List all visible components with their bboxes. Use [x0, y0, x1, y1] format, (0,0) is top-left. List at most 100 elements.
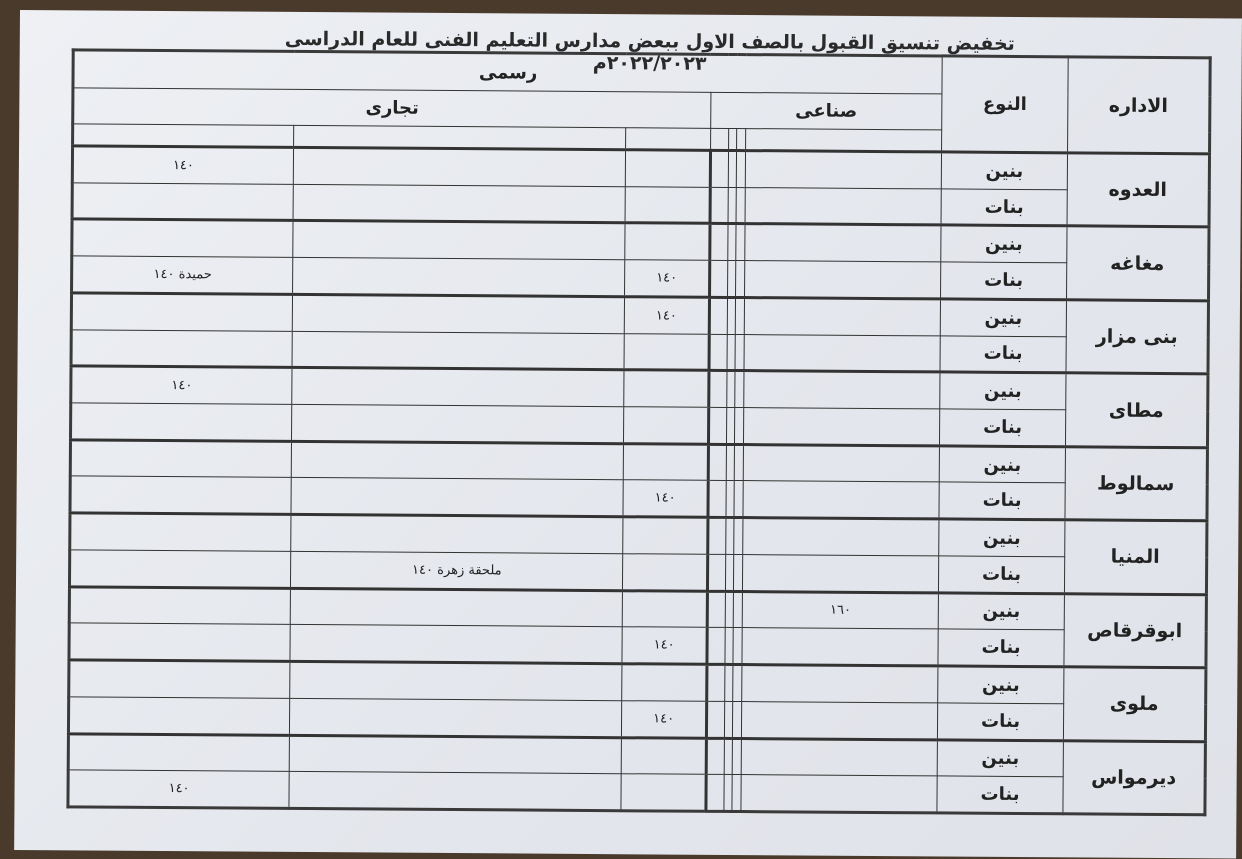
subheader-cell — [710, 128, 729, 151]
value-cell — [623, 516, 708, 555]
subheader-cell — [293, 125, 627, 150]
value-cell — [624, 370, 709, 408]
gender-cell: بنات — [937, 702, 1064, 741]
value-cell — [706, 701, 725, 738]
value-cell — [706, 664, 725, 702]
value-cell — [744, 370, 940, 409]
gender-cell: بنات — [941, 188, 1068, 227]
header-idara: الاداره — [1067, 56, 1211, 154]
value-cell — [733, 627, 743, 665]
value-cell — [68, 659, 291, 699]
gender-cell: بنين — [940, 298, 1067, 337]
header-type: النوع — [941, 55, 1069, 153]
gender-cell: بنات — [938, 555, 1065, 594]
idara-cell: بنى مزار — [1065, 299, 1209, 375]
value-cell — [705, 774, 724, 812]
admission-table: الاداره النوع رسمى صناعى تجارى العدوه بني… — [66, 48, 1212, 817]
gender-cell: بنات — [937, 629, 1065, 667]
value-cell — [741, 701, 938, 740]
value-cell — [292, 257, 626, 297]
subheader-cell — [737, 128, 747, 151]
value-cell — [293, 147, 626, 187]
idara-cell: مغاغه — [1066, 226, 1210, 301]
value-cell — [291, 441, 624, 481]
value-cell — [735, 297, 745, 335]
idara-cell: ديرمواس — [1062, 740, 1206, 815]
value-cell — [733, 554, 744, 592]
value-cell — [706, 627, 725, 665]
value-cell — [742, 627, 939, 666]
value-cell — [69, 586, 291, 625]
gender-cell: بنات — [939, 335, 1067, 374]
value-cell — [623, 406, 709, 445]
idara-cell: ابوقرقاص — [1063, 593, 1207, 668]
value-cell — [734, 480, 744, 518]
value-cell: ١٤٠ — [624, 296, 710, 334]
value-cell — [291, 477, 624, 517]
value-cell — [723, 737, 733, 775]
value-cell — [707, 480, 726, 518]
gender-cell: بنات — [939, 408, 1066, 447]
value-cell: ١٤٠ — [623, 480, 708, 518]
value-cell — [71, 219, 294, 258]
value-cell: ١٤٠ — [72, 145, 294, 185]
header-commercial: تجارى — [72, 87, 711, 129]
value-cell — [726, 334, 736, 371]
gender-cell: بنات — [936, 776, 1064, 814]
value-cell — [724, 591, 734, 628]
value-cell — [71, 329, 293, 368]
subheader-cell — [625, 127, 711, 151]
value-cell — [734, 444, 744, 482]
value-cell — [622, 553, 708, 591]
value-cell — [71, 292, 293, 332]
value-cell — [69, 513, 292, 552]
value-cell — [289, 661, 623, 701]
value-cell — [725, 554, 735, 592]
value-cell — [69, 476, 292, 515]
value-cell — [733, 664, 743, 702]
value-cell — [707, 517, 726, 555]
idara-cell: مطاى — [1065, 373, 1208, 448]
value-cell: ١٤٠ — [67, 770, 290, 809]
value-cell: ١٤٠ — [621, 700, 707, 738]
value-cell — [291, 367, 625, 407]
subheader-cell — [728, 128, 738, 151]
value-cell — [623, 443, 709, 481]
value-cell — [709, 187, 728, 224]
value-cell — [708, 333, 727, 371]
value-cell — [293, 184, 626, 224]
gender-cell: بنين — [940, 225, 1068, 263]
value-cell — [289, 698, 623, 738]
value-cell — [732, 774, 742, 812]
value-cell — [732, 737, 742, 775]
value-cell — [724, 627, 734, 665]
gender-cell: بنين — [938, 519, 1065, 557]
value-cell — [708, 370, 727, 408]
value-cell — [289, 734, 622, 774]
subheader-cell — [72, 123, 294, 148]
value-cell — [625, 223, 710, 261]
gender-cell: بنين — [939, 372, 1066, 410]
idara-cell: المنيا — [1064, 519, 1207, 595]
idara-cell: ملوى — [1063, 666, 1206, 742]
gender-cell: بنين — [938, 592, 1065, 631]
value-cell — [724, 664, 734, 702]
value-cell — [622, 590, 708, 628]
gender-cell: بنات — [938, 482, 1066, 520]
value-cell — [705, 737, 725, 775]
value-cell — [621, 737, 707, 775]
value-cell — [744, 297, 941, 336]
value-cell — [743, 444, 940, 483]
value-cell — [724, 701, 734, 738]
value-cell — [727, 150, 738, 188]
value-cell — [745, 187, 942, 226]
value-cell — [708, 297, 728, 335]
value-cell: ملحقة زهرة ١٤٠ — [290, 551, 624, 591]
value-cell — [288, 771, 622, 811]
value-cell — [742, 664, 938, 703]
value-cell — [70, 402, 292, 442]
value-cell — [735, 334, 745, 371]
gender-cell: بنين — [937, 665, 1064, 704]
gender-cell: بنين — [941, 151, 1068, 190]
value-cell — [743, 407, 940, 446]
